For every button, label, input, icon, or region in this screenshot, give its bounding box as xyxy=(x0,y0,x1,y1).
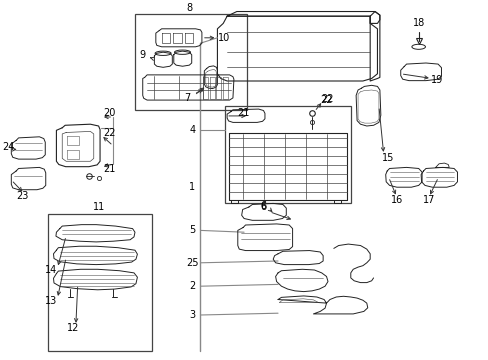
Text: 18: 18 xyxy=(412,18,424,28)
Text: 3: 3 xyxy=(189,310,195,320)
Text: 5: 5 xyxy=(189,225,195,235)
Bar xyxy=(48,214,152,351)
Bar xyxy=(224,106,350,203)
Text: 10: 10 xyxy=(217,33,229,43)
Text: 16: 16 xyxy=(390,195,402,205)
Text: 13: 13 xyxy=(45,296,57,306)
Text: 22: 22 xyxy=(321,94,334,104)
Bar xyxy=(135,14,246,110)
Text: 6: 6 xyxy=(260,201,266,211)
Text: 1: 1 xyxy=(189,182,195,192)
Text: 12: 12 xyxy=(67,323,80,333)
Text: 6: 6 xyxy=(260,202,266,212)
Text: 11: 11 xyxy=(93,202,105,212)
Text: 2: 2 xyxy=(189,281,195,291)
Text: 22: 22 xyxy=(320,95,332,105)
Text: 22: 22 xyxy=(103,128,116,138)
Text: 21: 21 xyxy=(103,164,116,174)
Text: 4: 4 xyxy=(189,125,195,135)
Text: 15: 15 xyxy=(382,153,394,163)
Text: 14: 14 xyxy=(45,265,58,275)
Text: 23: 23 xyxy=(16,191,29,201)
Text: 8: 8 xyxy=(186,3,192,13)
Text: 7: 7 xyxy=(184,93,190,103)
Text: 25: 25 xyxy=(185,258,198,268)
Text: 9: 9 xyxy=(139,50,145,60)
Text: 19: 19 xyxy=(429,75,442,85)
Text: 24: 24 xyxy=(2,142,15,152)
Text: 21: 21 xyxy=(237,108,249,118)
Text: 20: 20 xyxy=(103,108,116,118)
Text: 17: 17 xyxy=(422,195,434,205)
